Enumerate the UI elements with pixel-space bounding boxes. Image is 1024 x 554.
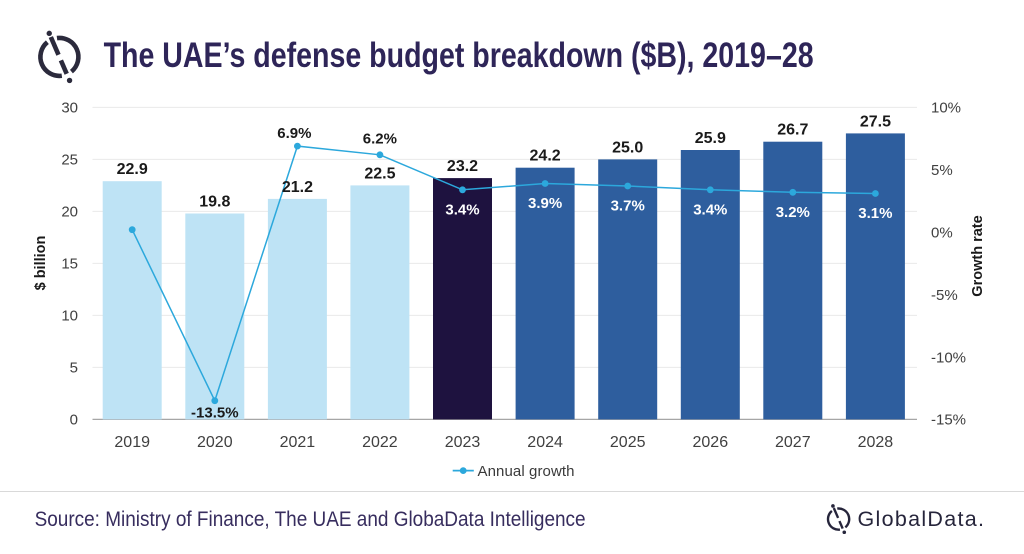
- svg-text:2024: 2024: [527, 434, 563, 451]
- svg-text:$ billion: $ billion: [33, 236, 49, 291]
- svg-text:10: 10: [61, 308, 78, 325]
- svg-text:-13.5%: -13.5%: [191, 405, 239, 422]
- svg-text:3.1%: 3.1%: [858, 205, 892, 222]
- svg-text:5%: 5%: [931, 162, 953, 179]
- svg-text:3.9%: 3.9%: [528, 195, 562, 212]
- svg-text:3.7%: 3.7%: [611, 198, 645, 215]
- svg-text:21.2: 21.2: [282, 179, 313, 196]
- svg-text:24.2: 24.2: [530, 148, 561, 165]
- svg-text:The UAE’s defense budget break: The UAE’s defense budget breakdown ($B),…: [104, 36, 814, 75]
- svg-text:2025: 2025: [610, 434, 646, 451]
- svg-text:Annual growth: Annual growth: [478, 463, 575, 480]
- svg-text:19.8: 19.8: [199, 194, 230, 211]
- svg-text:22.9: 22.9: [117, 161, 148, 178]
- svg-text:25: 25: [61, 152, 78, 169]
- svg-text:25.0: 25.0: [612, 139, 643, 156]
- svg-text:2020: 2020: [197, 434, 233, 451]
- svg-text:2022: 2022: [362, 434, 398, 451]
- svg-text:2021: 2021: [280, 434, 316, 451]
- svg-text:-10%: -10%: [931, 349, 966, 366]
- svg-text:-5%: -5%: [931, 287, 958, 304]
- svg-text:5: 5: [70, 360, 78, 377]
- svg-text:6.9%: 6.9%: [277, 125, 311, 142]
- svg-text:-15%: -15%: [931, 412, 966, 429]
- svg-text:15: 15: [61, 256, 78, 273]
- svg-text:3.4%: 3.4%: [445, 201, 479, 218]
- svg-text:30: 30: [61, 100, 78, 117]
- svg-text:10%: 10%: [931, 100, 961, 117]
- svg-text:2027: 2027: [775, 434, 811, 451]
- svg-text:2019: 2019: [114, 434, 150, 451]
- svg-text:2028: 2028: [858, 434, 894, 451]
- svg-text:2026: 2026: [693, 434, 729, 451]
- svg-text:GlobalData.: GlobalData.: [858, 507, 985, 531]
- svg-text:Growth rate: Growth rate: [970, 215, 986, 296]
- svg-text:0: 0: [70, 412, 78, 429]
- svg-text:27.5: 27.5: [860, 113, 891, 130]
- svg-text:2023: 2023: [445, 434, 481, 451]
- svg-text:3.2%: 3.2%: [776, 204, 810, 221]
- svg-text:25.9: 25.9: [695, 130, 726, 147]
- svg-text:20: 20: [61, 204, 78, 221]
- svg-text:6.2%: 6.2%: [363, 131, 397, 148]
- svg-text:0%: 0%: [931, 225, 953, 242]
- svg-text:22.5: 22.5: [364, 165, 395, 182]
- svg-text:3.4%: 3.4%: [693, 201, 727, 218]
- svg-text:23.2: 23.2: [447, 158, 478, 175]
- svg-text:Source: Ministry of Finance, T: Source: Ministry of Finance, The UAE and…: [35, 508, 586, 531]
- svg-text:26.7: 26.7: [777, 122, 808, 139]
